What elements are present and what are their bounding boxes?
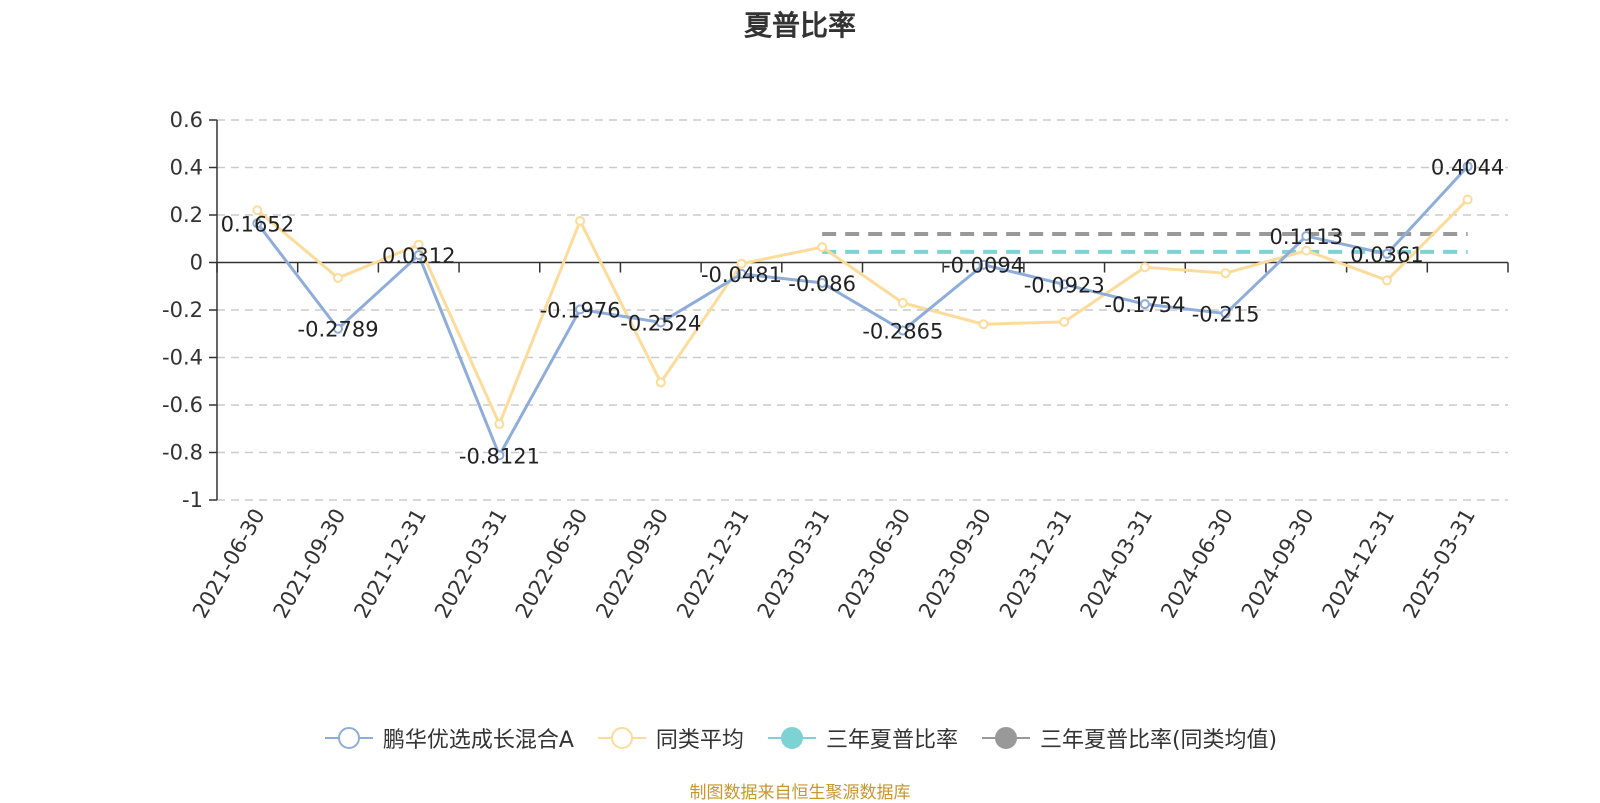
data-point [655,377,666,388]
data-point [736,258,747,269]
data-label: -0.1976 [540,298,621,322]
x-tick-label: 2023-03-31 [753,505,835,623]
data-point [494,419,505,429]
series-line [256,165,1469,457]
data-point [333,272,344,283]
legend-label: 三年夏普比率(同类均值) [1039,728,1278,753]
data-point [897,325,908,336]
data-label: 0.1113 [1270,225,1343,249]
y-tick-label: 0.2 [170,203,203,227]
x-tick-label: 2023-09-30 [914,505,996,623]
data-point [413,239,424,250]
data-label: -0.1754 [1104,293,1185,317]
source-note: 制图数据来自恒生聚源数据库 [689,783,911,803]
data-point [1220,268,1231,279]
data-point [575,215,586,226]
data-point [494,450,505,461]
x-tick-label: 2022-06-30 [511,505,593,623]
data-label: -0.0094 [943,254,1024,278]
data-point [817,277,828,288]
chart-title: 夏普比率 [743,9,856,42]
legend-item[interactable]: 鹏华优选成长混合A [323,722,574,754]
legend-label: 三年夏普比率 [825,728,958,753]
data-point [897,297,908,308]
y-tick-label: -0.4 [162,346,203,370]
data-label: -0.2524 [620,311,701,335]
data-point [1462,161,1473,172]
data-point [1139,299,1150,310]
data-point [1301,245,1312,256]
x-tick-label: 2022-03-31 [430,505,512,623]
data-point [655,317,666,328]
data-label: -0.8121 [459,444,540,468]
x-tick-label: 2021-06-30 [188,505,270,623]
x-tick-label: 2022-12-31 [672,505,754,623]
y-tick-label: 0.4 [170,156,203,180]
legend-symbol-icon [597,727,646,749]
x-tick-label: 2024-03-31 [1075,505,1157,623]
y-tick-label: -0.2 [162,298,203,322]
y-tick-label: -0.8 [162,441,203,465]
data-point [978,259,989,270]
data-point [736,268,747,279]
legend-item[interactable]: 同类平均 [596,722,744,754]
data-point [1220,308,1231,319]
x-tick-label: 2021-09-30 [269,505,351,623]
legend-item[interactable]: 三年夏普比率 [766,722,958,754]
data-label: 0.0312 [382,244,455,268]
y-tick-label: -1 [182,488,203,512]
data-label: -0.086 [788,272,856,296]
legend: 鹏华优选成长混合A 同类平均 三年夏普比率 三年夏普比率(同类均值) [0,722,1600,754]
x-tick-label: 2022-09-30 [591,505,673,623]
x-tick-label: 2021-12-31 [349,505,431,623]
x-tick-label: 2024-12-31 [1317,505,1399,623]
x-tick-label: 2024-09-30 [1237,505,1319,623]
data-label: 0.4044 [1431,155,1504,179]
y-tick-label: 0.6 [170,108,203,132]
legend-symbol-icon [981,727,1030,749]
legend-label: 同类平均 [655,728,744,753]
legend-symbol-icon [767,727,816,749]
data-point [1381,248,1392,259]
data-point [575,304,586,315]
data-point [252,218,263,229]
data-point [1059,279,1070,290]
data-point [817,242,828,253]
data-point [333,323,344,334]
x-tick-label: 2023-12-31 [995,505,1077,623]
y-tick-label: -0.6 [162,393,203,417]
data-point [978,319,989,330]
data-label: -0.0481 [701,263,782,287]
x-tick-label: 2025-03-31 [1398,505,1480,623]
data-point [1381,275,1392,286]
legend-item[interactable]: 三年夏普比率(同类均值) [980,722,1277,754]
data-point [1139,262,1150,273]
legend-symbol-icon [324,727,373,749]
data-label: -0.0923 [1024,273,1105,297]
legend-label: 鹏华优选成长混合A [382,728,574,753]
data-point [1301,231,1312,242]
data-point [1462,194,1473,205]
series-line [256,198,1469,426]
x-tick-label: 2023-06-30 [833,505,915,623]
data-label: 0.0361 [1350,243,1423,267]
x-tick-label: 2024-06-30 [1156,505,1238,623]
data-label: -0.2789 [298,318,379,342]
data-point [252,205,263,216]
data-label: 0.1652 [221,212,294,236]
data-point [413,250,424,261]
y-tick-label: 0 [190,251,203,275]
data-label: -0.215 [1192,303,1260,327]
data-point [1059,316,1070,327]
data-label: -0.2865 [862,320,943,344]
